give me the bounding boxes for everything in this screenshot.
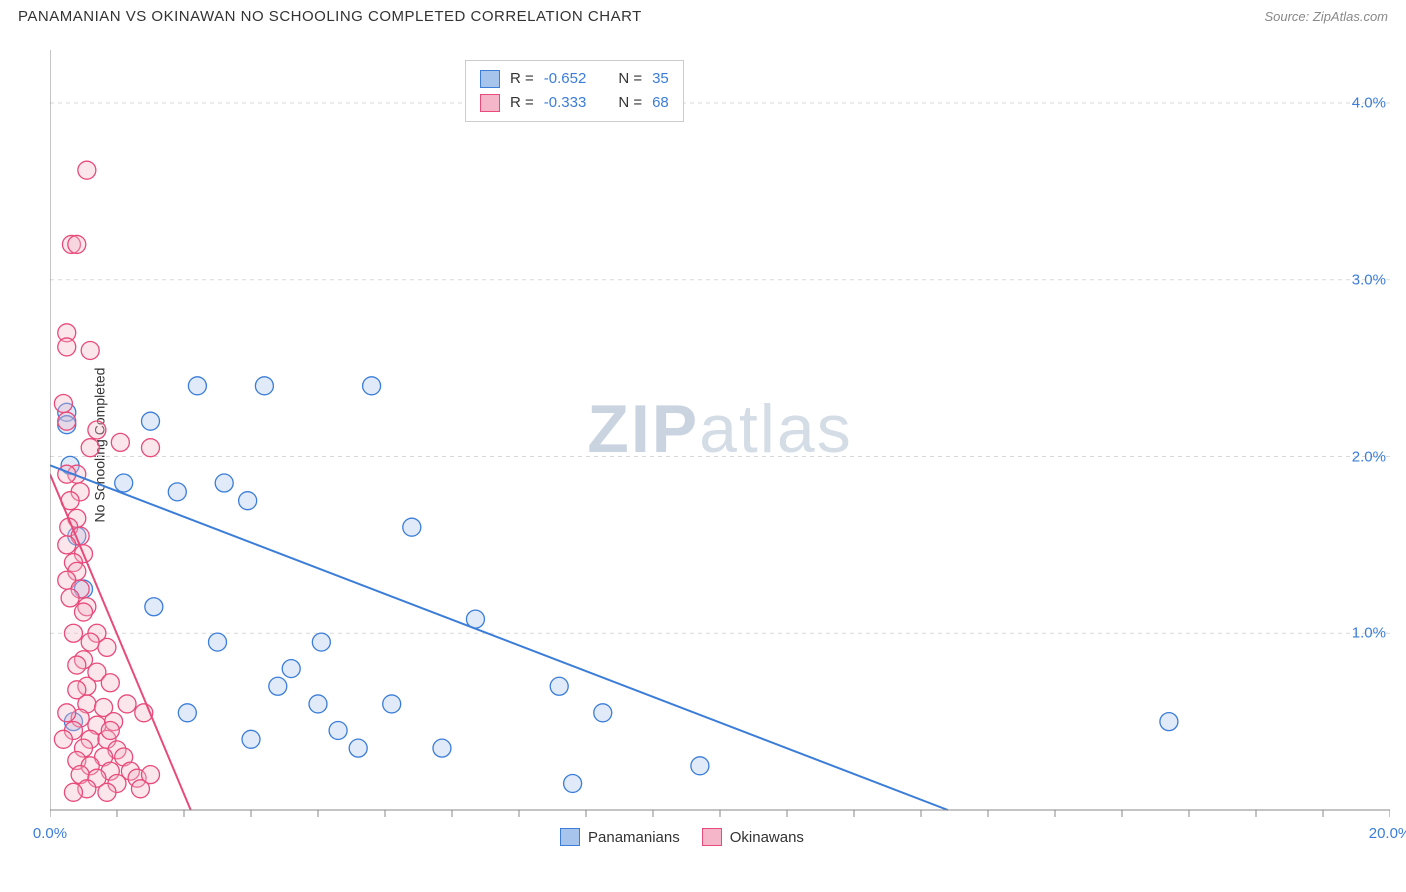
series-legend: Panamanians Okinawans: [560, 828, 804, 846]
scatter-plot: [50, 50, 1390, 840]
swatch-okinawans-icon: [702, 828, 722, 846]
x-tick-label: 0.0%: [33, 825, 67, 842]
legend-row-panamanians: R = -0.652 N = 35: [480, 67, 669, 91]
legend-item-panamanians: Panamanians: [560, 828, 680, 846]
y-tick-label: 3.0%: [1352, 271, 1386, 288]
chart-title: PANAMANIAN VS OKINAWAN NO SCHOOLING COMP…: [18, 8, 642, 25]
swatch-panamanians-icon: [560, 828, 580, 846]
legend-row-okinawans: R = -0.333 N = 68: [480, 91, 669, 115]
swatch-panamanians: [480, 70, 500, 88]
y-tick-label: 4.0%: [1352, 95, 1386, 112]
legend-item-okinawans: Okinawans: [702, 828, 804, 846]
y-tick-label: 2.0%: [1352, 448, 1386, 465]
correlation-legend: R = -0.652 N = 35 R = -0.333 N = 68: [465, 60, 684, 122]
source-attribution: Source: ZipAtlas.com: [1264, 9, 1388, 24]
chart-area: No Schooling Completed ZIPatlas 1.0%2.0%…: [50, 50, 1390, 840]
x-tick-label: 20.0%: [1369, 825, 1406, 842]
swatch-okinawans: [480, 94, 500, 112]
y-tick-label: 1.0%: [1352, 625, 1386, 642]
